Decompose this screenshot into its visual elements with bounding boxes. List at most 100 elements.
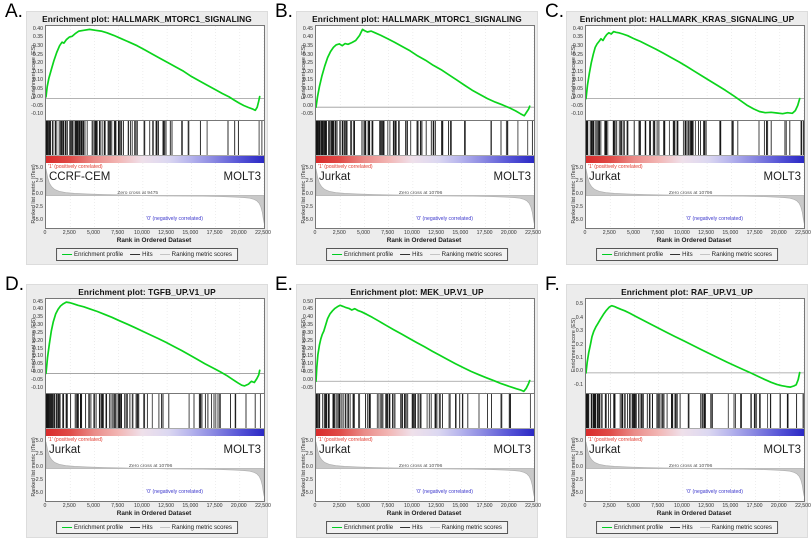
ranked-metric-plot: '1' (positively correlated) Jurkat MOLT3… [46,436,264,501]
legend-item-enrichment-profile: Enrichment profile [332,524,393,531]
legend: Enrichment profile Hits Ranking metric s… [56,248,238,261]
x-tick-label: 7,500 [111,230,125,236]
enrichment-score-plot [586,26,804,121]
legend-item-hits: Hits [130,251,153,258]
es-tick-label: 0.40 [32,25,43,32]
metric-tick-label: 0.0 [575,464,583,471]
x-tick-label: 10,000 [133,230,150,236]
zero-cross-label: Zero cross at 10796 [128,464,173,469]
es-tick-label: 0.30 [32,42,43,49]
left-sample-label: Jurkat [589,444,621,456]
es-tick-label: -0.10 [571,111,583,118]
panel-title: Enrichment plot: MEK_UP.V1_UP [350,287,484,297]
plot-area: Enrichment score (ES) Ranked list metric… [297,298,541,520]
hits-barcode [316,394,534,428]
hits-barcode [46,394,264,428]
negatively-correlated-label: '0' (negatively correlated) [146,489,203,495]
panel-title: Enrichment plot: RAF_UP.V1_UP [621,287,753,297]
metric-tick-label: 2.5 [305,450,313,457]
legend-label: Enrichment profile [74,524,124,531]
chart-frame: '1' (positively correlated) Jurkat MOLT3… [315,298,535,502]
x-tick-label: 17,500 [476,230,493,236]
x-tick-label: 12,500 [698,230,715,236]
ranked-metric-area-svg [586,163,804,228]
x-axis-label: Rank in Ordered Dataset [386,510,462,517]
gsea-panel: A. Enrichment plot: HALLMARK_MTORC1_SIGN… [0,0,271,273]
zero-cross-label: Zero cross at 9475 [117,191,159,196]
gsea-plot-image: Enrichment plot: HALLMARK_MTORC1_SIGNALI… [296,11,541,265]
hits-line-icon [130,527,141,528]
metric-tick-label: 0.0 [35,464,43,471]
legend-item-hits: Hits [400,251,423,258]
left-sample-label: Jurkat [319,444,351,456]
x-tick-label: 2,500 [62,503,76,509]
metric-tick-label: -5.0 [34,217,43,224]
right-sample-label: MOLT3 [763,171,802,183]
enrichment-profile-line-icon [602,527,613,528]
es-tick-label: 0.40 [302,314,313,321]
es-tick-label: -0.05 [301,111,313,118]
gsea-plot-image: Enrichment plot: MEK_UP.V1_UP Enrichment… [296,284,541,538]
gsea-plot-image: Enrichment plot: HALLMARK_MTORC1_SIGNALI… [26,11,271,265]
es-tick-label: 0.05 [32,361,43,368]
x-tick-label: 17,500 [746,503,763,509]
legend-item-enrichment-profile: Enrichment profile [62,524,123,531]
correlation-gradient-bar [46,155,264,163]
legend-label: Ranking metric scores [171,251,232,258]
ranking-metric-line-icon [159,527,170,528]
es-tick-label: 0.15 [32,68,43,75]
x-tick-label: 22,500 [795,503,811,509]
metric-tick-label: -2.5 [304,204,313,211]
metric-tick-label: -2.5 [34,204,43,211]
hits-line-icon [400,254,411,255]
enrichment-curve-svg [46,26,264,120]
enrichment-score-plot [46,299,264,394]
es-tick-label: 0.00 [302,102,313,109]
legend: Enrichment profile Hits Ranking metric s… [326,248,508,261]
es-tick-label: -0.10 [31,111,43,118]
hits-barcode-svg [46,121,263,155]
positively-correlated-label: '1' (positively correlated) [318,164,373,170]
ranked-metric-area-svg [316,163,534,228]
es-tick-label: 0.25 [572,51,583,58]
x-axis-label: Rank in Ordered Dataset [116,510,192,517]
gsea-panel: E. Enrichment plot: MEK_UP.V1_UP Enrichm… [270,273,541,547]
left-sample-label: Jurkat [589,171,621,183]
legend: Enrichment profile Hits Ranking metric s… [596,521,778,534]
es-tick-label: 0.20 [302,345,313,352]
hits-line-icon [130,254,141,255]
metric-tick-label: -5.0 [34,490,43,497]
metric-tick-label: -2.5 [304,477,313,484]
legend-item-enrichment-profile: Enrichment profile [602,524,663,531]
x-tick-label: 5,000 [86,230,100,236]
panel-letter: B. [275,1,293,22]
x-tick-label: 17,500 [476,503,493,509]
ranked-metric-plot: '1' (positively correlated) Jurkat MOLT3… [586,163,804,228]
legend: Enrichment profile Hits Ranking metric s… [596,248,778,261]
x-axis-label: Rank in Ordered Dataset [656,237,732,244]
ranked-metric-plot: '1' (positively correlated) Jurkat MOLT3… [316,436,534,501]
legend-item-ranking-metric: Ranking metric scores [159,251,232,258]
es-tick-label: 0.30 [302,51,313,58]
x-tick-label: 10,000 [133,503,150,509]
panel-title: Enrichment plot: HALLMARK_MTORC1_SIGNALI… [42,14,252,24]
x-tick-label: 20,000 [770,503,787,509]
legend-item-hits: Hits [670,251,693,258]
x-tick-label: 7,500 [651,230,665,236]
es-tick-label: 0.35 [572,34,583,41]
x-tick-label: 15,000 [452,503,469,509]
legend-item-hits: Hits [400,524,423,531]
x-tick-label: 15,000 [182,503,199,509]
right-sample-label: MOLT3 [493,444,532,456]
x-tick-label: 2,500 [332,230,346,236]
es-tick-label: 0.15 [32,345,43,352]
es-tick-label: 0.20 [572,60,583,67]
zero-cross-label: Zero cross at 10796 [398,464,443,469]
x-tick-label: 5,000 [626,503,640,509]
chart-frame: '1' (positively correlated) Jurkat MOLT3… [585,25,805,229]
metric-tick-label: 2.5 [575,177,583,184]
negatively-correlated-label: '0' (negatively correlated) [686,489,743,495]
es-tick-label: 0.40 [572,25,583,32]
legend-item-hits: Hits [670,524,693,531]
